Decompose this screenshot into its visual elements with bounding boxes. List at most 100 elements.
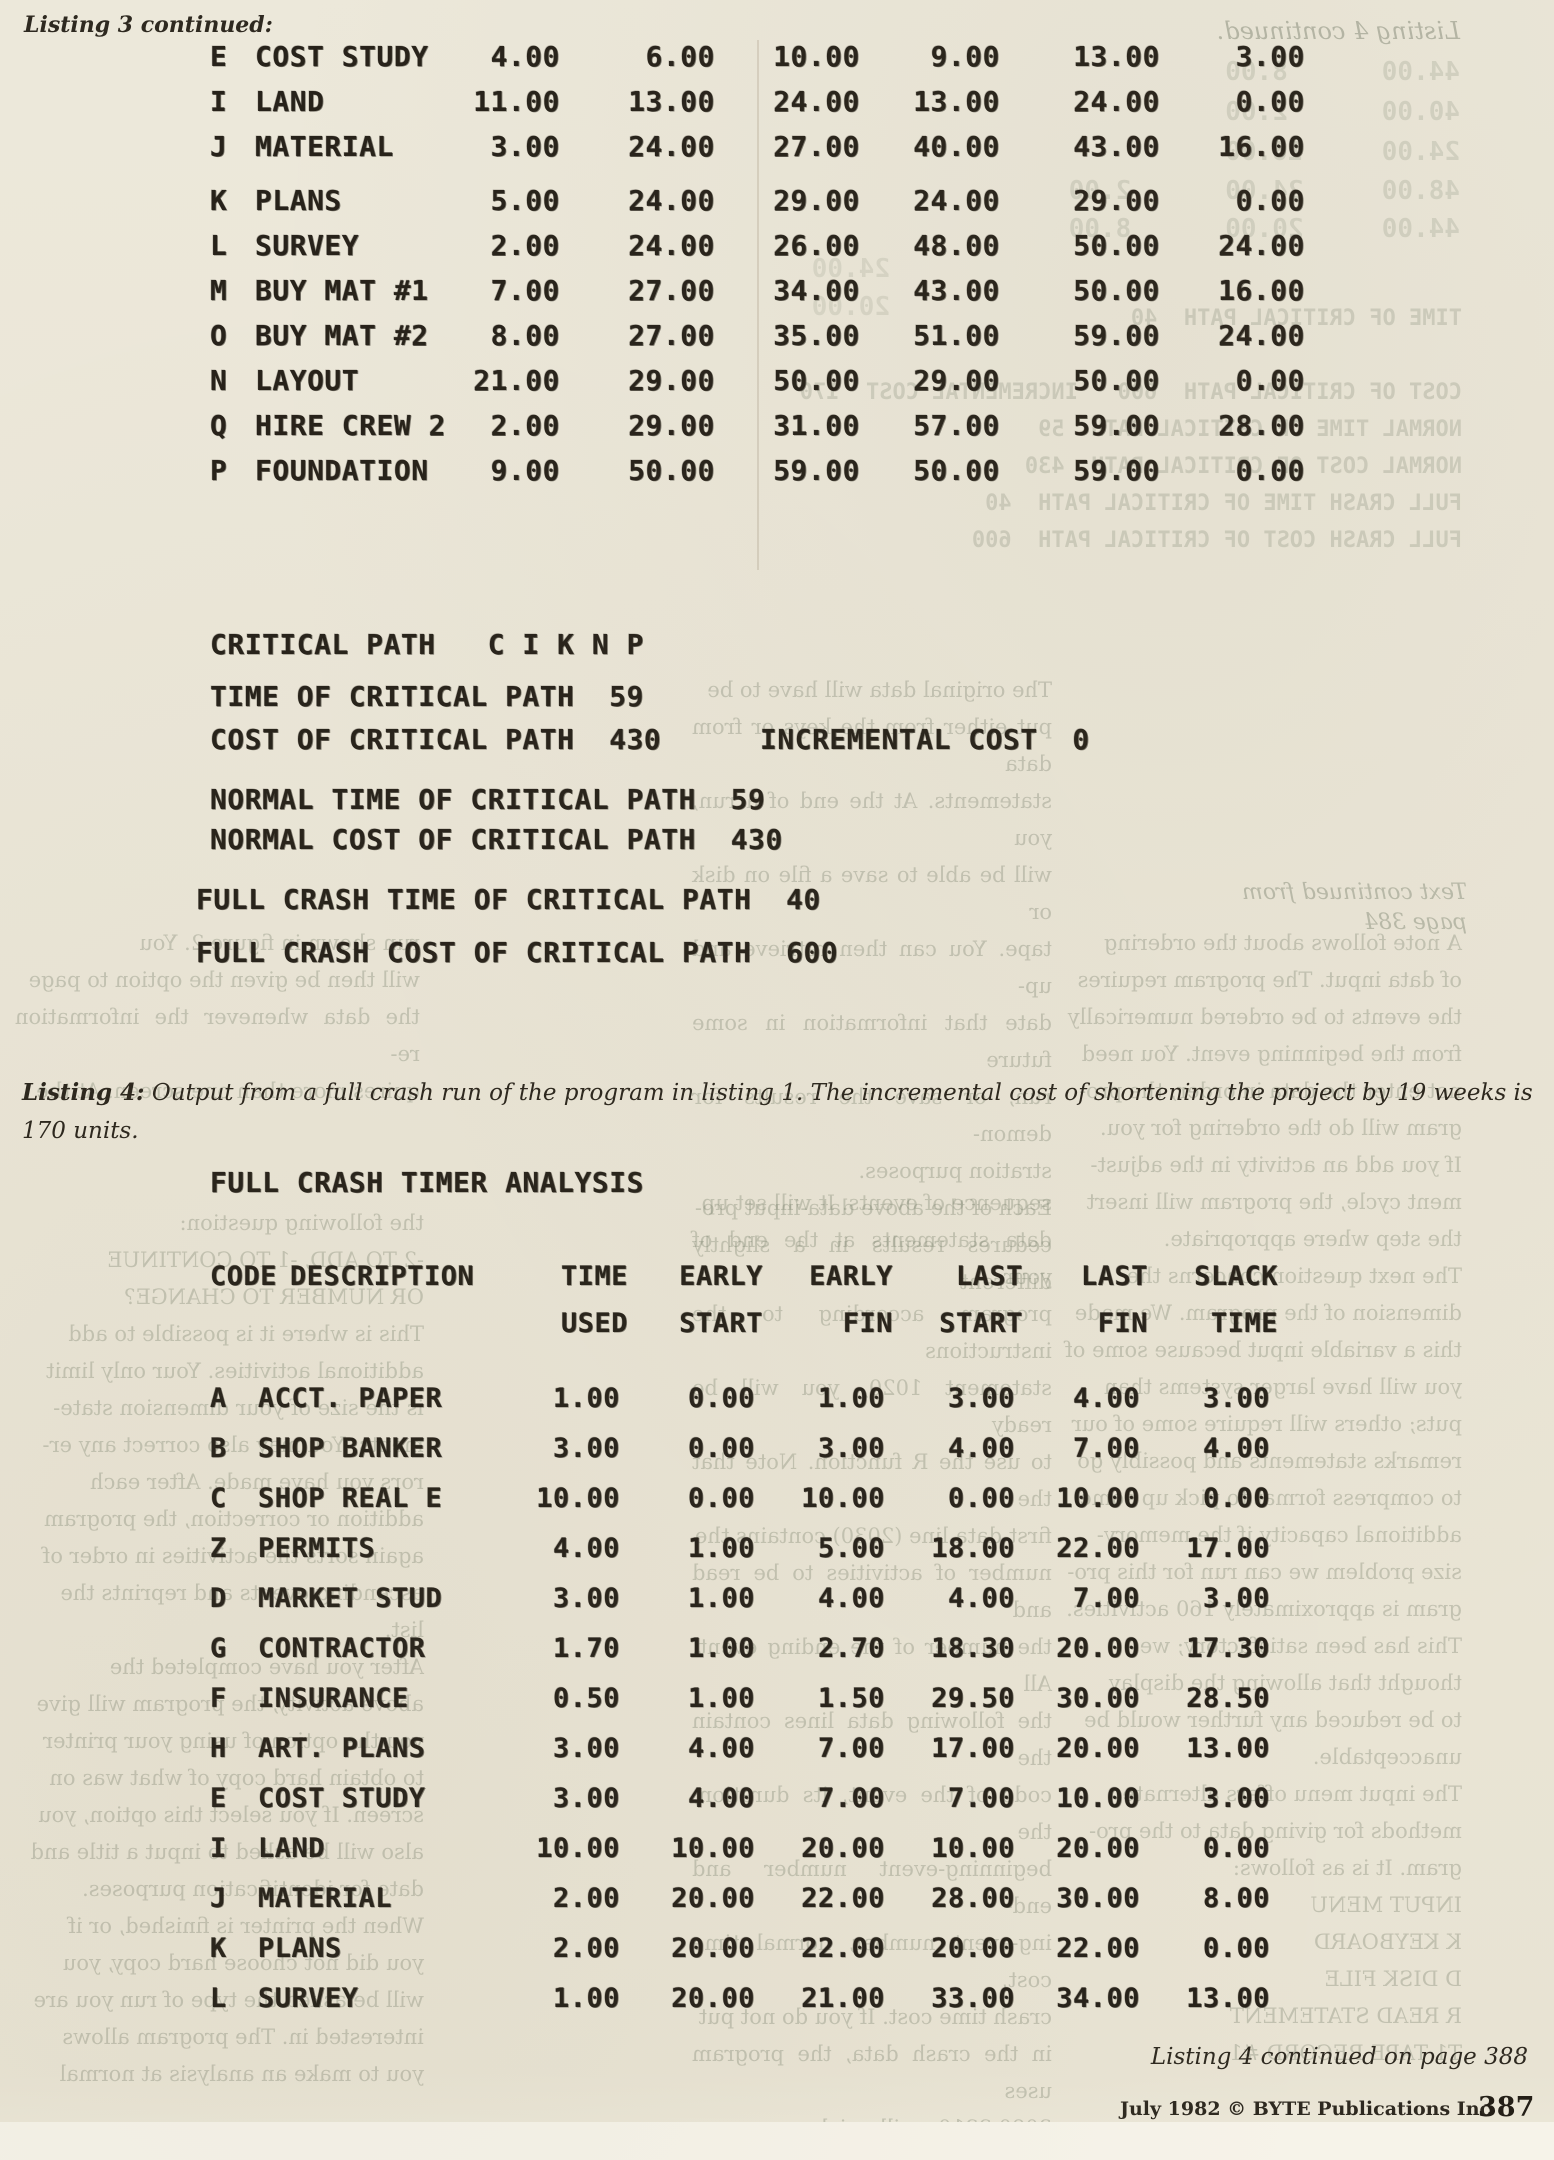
cell-value: 21.00 bbox=[473, 364, 560, 397]
cell-value: 0.00 bbox=[947, 1483, 1015, 1514]
cell-value: 24.00 bbox=[1218, 229, 1305, 262]
header-cell bbox=[290, 1313, 480, 1335]
cell-value: 34.00 bbox=[773, 274, 860, 307]
cell-value: 27.00 bbox=[628, 319, 715, 352]
cell-value: 7.00 bbox=[817, 1783, 885, 1814]
cell-value: 7.00 bbox=[1072, 1433, 1140, 1464]
cell-value: 27.00 bbox=[773, 130, 860, 163]
table-row: Q HIRE CREW 2 2.00 29.00 31.00 57.00 59.00 28.0… bbox=[210, 409, 1554, 442]
cell-code: B bbox=[210, 1433, 227, 1464]
table-row: I LAND 11.00 13.00 24.00 13.00 24.00 0.00 bbox=[210, 85, 1554, 118]
cell-value: 24.00 bbox=[1218, 319, 1305, 352]
cell-value: 50.00 bbox=[1073, 229, 1160, 262]
listing4-continued-note: Listing 4 continued on page 388 bbox=[1150, 2044, 1528, 2070]
cell-value: 20.00 bbox=[1056, 1733, 1140, 1764]
cell-description: PERMITS bbox=[258, 1533, 376, 1564]
footer-credit: July 1982 © BYTE Publications Inc bbox=[1120, 2098, 1492, 2120]
cell-code: J bbox=[210, 1883, 227, 1914]
cell-value: 30.00 bbox=[1056, 1883, 1140, 1914]
cell-value: 20.00 bbox=[1056, 1633, 1140, 1664]
header-cell: LAST bbox=[1080, 1261, 1148, 1292]
cell-value: 16.00 bbox=[1218, 274, 1305, 307]
table-row: D MARKET STUD 3.00 1.00 4.00 4.00 7.00 3.00 bbox=[210, 1583, 1554, 1614]
listing3-summary: CRITICAL PATH C I K N P TIME OF CRITICAL … bbox=[0, 0, 1554, 1000]
cell-value: 10.00 bbox=[773, 40, 860, 73]
cell-value: 28.00 bbox=[1218, 409, 1305, 442]
cell-description: INSURANCE bbox=[258, 1683, 409, 1714]
cell-value: 0.00 bbox=[1202, 1483, 1270, 1514]
listing4-table: A ACCT. PAPER 1.00 0.00 1.00 3.00 4.00 3.00 B SHO… bbox=[0, 1383, 1554, 2038]
header-cell: DESCRIPTION bbox=[290, 1261, 475, 1292]
cell-value: 9.00 bbox=[490, 454, 560, 487]
cell-value: 59.00 bbox=[1073, 454, 1160, 487]
cell-value: 7.00 bbox=[817, 1733, 885, 1764]
cell-value: 28.00 bbox=[931, 1883, 1015, 1914]
cell-value: 5.00 bbox=[490, 184, 560, 217]
cell-description: LAYOUT bbox=[255, 364, 360, 397]
cell-value: 33.00 bbox=[931, 1983, 1015, 2014]
cell-value: 27.00 bbox=[628, 274, 715, 307]
cell-value: 7.00 bbox=[1072, 1583, 1140, 1614]
summary-line: CRITICAL PATH C I K N P bbox=[210, 628, 644, 661]
cell-value: 24.00 bbox=[628, 130, 715, 163]
scan-fold-line bbox=[757, 40, 759, 570]
table-row: I LAND 10.00 10.00 20.00 10.00 20.00 0.00 bbox=[210, 1833, 1554, 1864]
cell-code: L bbox=[210, 1983, 227, 2014]
cell-value: 17.30 bbox=[1186, 1633, 1270, 1664]
cell-value: 9.00 bbox=[930, 40, 1000, 73]
cell-code: I bbox=[210, 1833, 227, 1864]
cell-value: 8.00 bbox=[1202, 1883, 1270, 1914]
cell-description: BUY MAT #1 bbox=[255, 274, 429, 307]
cell-value: 7.00 bbox=[490, 274, 560, 307]
cell-value: 1.00 bbox=[687, 1633, 755, 1664]
listing4-caption: Listing 4: Output from a full crash run … bbox=[22, 1074, 1534, 1150]
cell-value: 0.00 bbox=[687, 1383, 755, 1414]
table-row: Z PERMITS 4.00 1.00 5.00 18.00 22.00 17.00 bbox=[210, 1533, 1554, 1564]
cell-value: 2.00 bbox=[552, 1933, 620, 1964]
cell-value: 43.00 bbox=[1073, 130, 1160, 163]
cell-value: 2.00 bbox=[490, 409, 560, 442]
cell-value: 48.00 bbox=[913, 229, 1000, 262]
header-cell: TIME bbox=[560, 1261, 628, 1292]
listing4-title: FULL CRASH TIMER ANALYSIS bbox=[210, 1166, 644, 1199]
summary-line: FULL CRASH TIME OF CRITICAL PATH 40 bbox=[196, 883, 821, 916]
cell-code: N bbox=[210, 364, 228, 397]
cell-value: 26.00 bbox=[773, 229, 860, 262]
cell-value: 59.00 bbox=[1073, 409, 1160, 442]
page-footer: July 1982 © BYTE Publications Inc 387 bbox=[0, 2092, 1554, 2132]
cell-value: 24.00 bbox=[773, 85, 860, 118]
cell-value: 21.00 bbox=[801, 1983, 885, 2014]
cell-value: 2.00 bbox=[552, 1883, 620, 1914]
bleed-through-line: the step where appropriate. bbox=[1163, 1227, 1462, 1251]
cell-description: MARKET STUD bbox=[258, 1583, 443, 1614]
cell-code: K bbox=[210, 184, 228, 217]
cell-value: 29.00 bbox=[628, 409, 715, 442]
cell-value: 13.00 bbox=[913, 85, 1000, 118]
cell-value: 50.00 bbox=[1073, 274, 1160, 307]
cell-code: F bbox=[210, 1683, 227, 1714]
cell-value: 50.00 bbox=[1073, 364, 1160, 397]
header-cell: FIN bbox=[1097, 1308, 1148, 1339]
table-row: G CONTRACTOR 1.70 1.00 2.70 18.30 20.00 17.30 bbox=[210, 1633, 1554, 1664]
cell-description: ART. PLANS bbox=[258, 1733, 426, 1764]
table-row: J MATERIAL 3.00 24.00 27.00 40.00 43.00 16.00 bbox=[210, 130, 1554, 163]
header-cell: FIN bbox=[842, 1308, 893, 1339]
cell-description: MATERIAL bbox=[255, 130, 394, 163]
bleed-through-line: stration purposes. bbox=[858, 1159, 1052, 1183]
header-cell: TIME bbox=[1210, 1308, 1278, 1339]
cell-value: 30.00 bbox=[1056, 1683, 1140, 1714]
cell-code: M bbox=[210, 274, 228, 307]
cell-value: 0.00 bbox=[687, 1433, 755, 1464]
cell-value: 3.00 bbox=[1202, 1383, 1270, 1414]
cell-description: SHOP BANKER bbox=[258, 1433, 443, 1464]
cell-value: 3.00 bbox=[817, 1433, 885, 1464]
cell-value: 0.00 bbox=[1202, 1933, 1270, 1964]
cell-value: 4.00 bbox=[947, 1583, 1015, 1614]
cell-value: 4.00 bbox=[1072, 1383, 1140, 1414]
cell-code: E bbox=[210, 1783, 227, 1814]
cell-description: BUY MAT #2 bbox=[255, 319, 429, 352]
cell-code: A bbox=[210, 1383, 227, 1414]
cell-value: 50.00 bbox=[628, 454, 715, 487]
cell-value: 4.00 bbox=[687, 1783, 755, 1814]
bleed-through-line: the events to be ordered numerically bbox=[1067, 1005, 1462, 1029]
